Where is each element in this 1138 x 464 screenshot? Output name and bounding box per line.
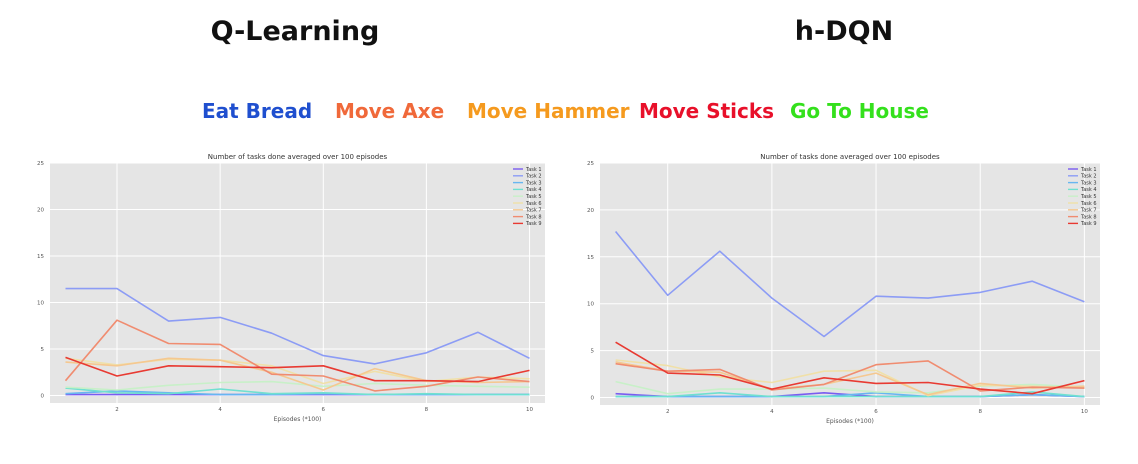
q-learning-headline: Q-Learning <box>210 16 380 47</box>
legend-label: Task 9 <box>525 221 542 227</box>
series-line-task-8 <box>615 360 1085 392</box>
x-tick-label: 6 <box>322 407 326 413</box>
series-line-task-2 <box>614 230 1085 338</box>
legend-label: Task 4 <box>525 187 542 193</box>
legend-label: Task 2 <box>525 174 542 180</box>
h-dqn-chart: Number of tasks done averaged over 100 e… <box>587 153 1100 425</box>
series-line-task-9 <box>65 356 530 383</box>
x-tick-label: 10 <box>1081 409 1088 415</box>
y-tick-label: 15 <box>37 254 44 260</box>
y-tick-label: 25 <box>37 161 44 167</box>
legend-label: Task 8 <box>525 214 542 220</box>
x-axis-label: Episodes (*100) <box>274 416 322 423</box>
y-tick-label: 15 <box>587 255 594 261</box>
plot-area <box>600 163 1100 405</box>
task-color-legend: Eat Bread Move Axe Move Hammer Move Stic… <box>0 99 1138 131</box>
legend-move-hammer: Move Hammer <box>467 99 630 123</box>
y-tick-label: 10 <box>587 302 594 308</box>
legend-label: Task 5 <box>1080 194 1097 200</box>
x-tick-label: 4 <box>218 407 222 413</box>
x-tick-label: 2 <box>666 409 670 415</box>
series-line-task-4 <box>65 387 530 396</box>
y-tick-label: 5 <box>41 347 45 353</box>
x-tick-label: 10 <box>526 407 533 413</box>
x-tick-label: 6 <box>874 409 878 415</box>
x-tick-label: 2 <box>115 407 119 413</box>
series-line-task-2 <box>65 287 530 365</box>
legend-label: Task 3 <box>1080 180 1097 186</box>
y-tick-label: 0 <box>591 395 595 401</box>
chart-title: Number of tasks done averaged over 100 e… <box>208 153 388 161</box>
legend-label: Task 8 <box>1080 214 1097 220</box>
legend-label: Task 5 <box>525 194 542 200</box>
legend-label: Task 9 <box>1080 221 1097 227</box>
legend-label: Task 6 <box>1080 201 1097 207</box>
legend-label: Task 7 <box>1080 208 1097 214</box>
legend-label: Task 1 <box>1080 167 1097 173</box>
x-axis-label: Episodes (*100) <box>826 418 874 425</box>
legend-label: Task 4 <box>1080 187 1097 193</box>
legend-label: Task 1 <box>525 167 542 173</box>
legend-go-to-house: Go To House <box>790 99 929 123</box>
chart-title: Number of tasks done averaged over 100 e… <box>760 153 940 161</box>
legend-label: Task 2 <box>1080 174 1097 180</box>
y-tick-label: 20 <box>37 208 44 214</box>
series-line-task-9 <box>615 341 1085 395</box>
x-tick-label: 8 <box>978 409 982 415</box>
legend-label: Task 3 <box>525 180 542 186</box>
series-line-task-7 <box>615 361 1085 396</box>
y-tick-label: 5 <box>591 349 595 355</box>
x-tick-label: 8 <box>425 407 429 413</box>
y-tick-label: 25 <box>587 161 594 167</box>
legend-label: Task 7 <box>525 208 542 214</box>
y-tick-label: 10 <box>37 301 44 307</box>
h-dqn-headline: h-DQN <box>794 16 894 47</box>
x-tick-label: 4 <box>770 409 774 415</box>
y-tick-label: 0 <box>41 394 45 400</box>
series-line-task-5 <box>65 380 530 391</box>
y-tick-label: 20 <box>587 208 594 214</box>
legend-eat-bread: Eat Bread <box>202 99 313 123</box>
q-learning-chart: Number of tasks done averaged over 100 e… <box>37 153 545 423</box>
series-line-task-3 <box>615 391 1085 398</box>
legend-move-axe: Move Axe <box>335 99 445 123</box>
series-line-task-4 <box>615 391 1085 398</box>
legend-move-sticks: Move Sticks <box>639 99 775 123</box>
legend-label: Task 6 <box>525 201 542 207</box>
